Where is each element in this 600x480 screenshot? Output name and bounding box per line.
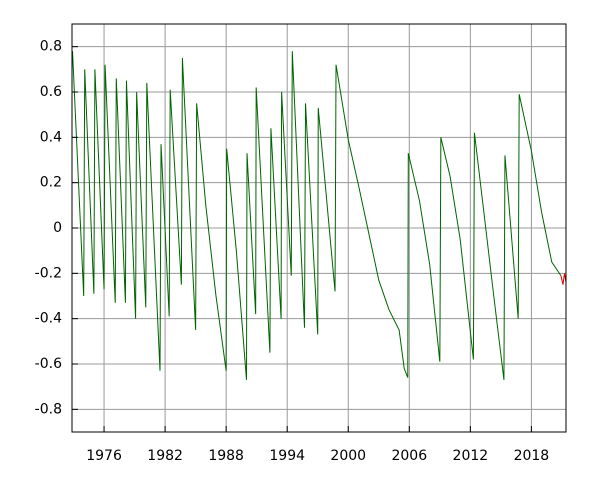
grid bbox=[72, 24, 566, 432]
y-tick-label: 0.8 bbox=[40, 39, 62, 55]
plot-area bbox=[72, 51, 566, 380]
y-tick-label: -0.4 bbox=[35, 311, 62, 327]
x-tick-label: 2018 bbox=[514, 448, 550, 464]
x-tick-label: 1976 bbox=[86, 448, 122, 464]
y-tick-label: -0.6 bbox=[35, 356, 62, 372]
x-tick-label: 1994 bbox=[269, 448, 305, 464]
data-line bbox=[72, 51, 562, 380]
data-line bbox=[560, 273, 566, 285]
y-tick-label: 0.4 bbox=[40, 129, 62, 145]
x-tick-label: 2012 bbox=[453, 448, 489, 464]
x-tick-label: 2006 bbox=[391, 448, 427, 464]
x-tick-label: 1988 bbox=[208, 448, 244, 464]
y-tick-label: -0.8 bbox=[35, 401, 62, 417]
y-tick-label: -0.2 bbox=[35, 265, 62, 281]
y-tick-label: 0.6 bbox=[40, 84, 62, 100]
y-tick-label: 0.2 bbox=[40, 175, 62, 191]
x-tick-label: 2000 bbox=[330, 448, 366, 464]
y-tick-label: 0 bbox=[53, 220, 62, 236]
x-tick-label: 1982 bbox=[147, 448, 183, 464]
